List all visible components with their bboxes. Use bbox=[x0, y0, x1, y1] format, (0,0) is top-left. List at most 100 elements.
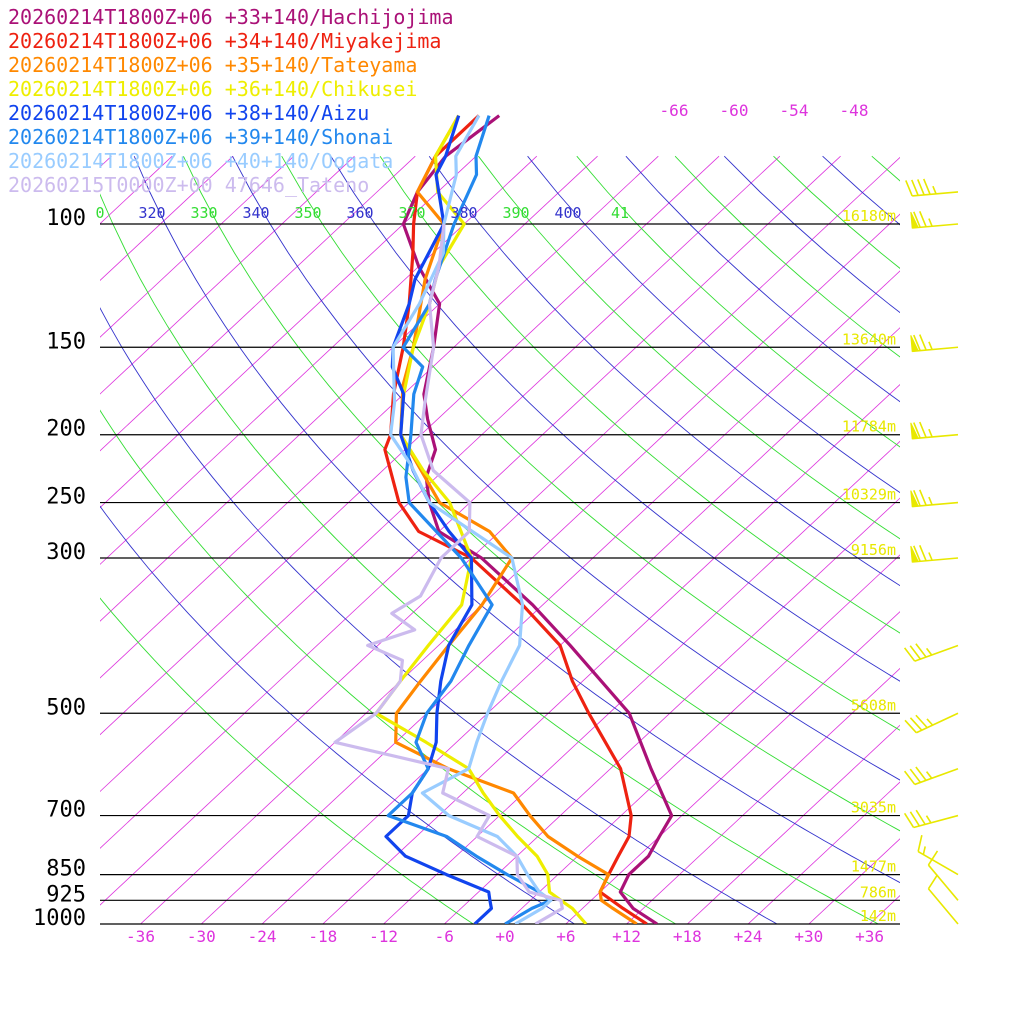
isotherm-line bbox=[100, 155, 416, 452]
wind-barb-flag bbox=[927, 874, 939, 890]
isotherm-line bbox=[100, 156, 900, 906]
wind-barb bbox=[910, 544, 959, 563]
wind-barb-staff bbox=[912, 191, 959, 197]
height-label: 1477m bbox=[851, 858, 896, 876]
wind-barb-flag bbox=[903, 647, 916, 662]
wind-barb-flag bbox=[919, 210, 927, 228]
wind-barb-flag bbox=[927, 850, 939, 866]
top-temp-label: -54 bbox=[780, 101, 809, 120]
dry-adiabat-line bbox=[478, 155, 900, 540]
legend: 20260214T1800Z+06 +33+140/Hachijojima202… bbox=[8, 5, 454, 197]
legend-entry: 20260214T1800Z+06 +39+140/Shonai bbox=[8, 125, 393, 149]
dry-adiabat-line bbox=[576, 155, 900, 448]
x-tick-label: -36 bbox=[126, 927, 155, 946]
isotherm-line bbox=[100, 155, 234, 281]
pressure-label: 850 bbox=[46, 857, 86, 882]
isotherm-line bbox=[100, 155, 720, 736]
profile-lines bbox=[333, 114, 674, 924]
wind-barb-staff bbox=[915, 712, 959, 734]
isotherm-line bbox=[0, 156, 51, 924]
wind-barb-staff bbox=[913, 814, 959, 829]
pressure-label: 150 bbox=[46, 329, 86, 354]
top-temp-label: -48 bbox=[840, 101, 869, 120]
wind-barb-flag bbox=[913, 490, 921, 507]
wind-barb-flag bbox=[909, 717, 923, 731]
x-tick-label: -6 bbox=[435, 927, 454, 946]
background-lines bbox=[0, 155, 900, 924]
wind-barb-flag bbox=[913, 334, 921, 351]
isotherm-line bbox=[140, 213, 900, 924]
dry-adiabat-line bbox=[281, 155, 900, 731]
wind-barb-flag bbox=[905, 180, 913, 197]
isotherm-line bbox=[808, 838, 900, 924]
wind-barb-flag bbox=[903, 770, 916, 785]
theta-label: 400 bbox=[554, 204, 581, 222]
wind-barb-halfflag bbox=[925, 815, 932, 824]
pressure-label: 100 bbox=[46, 206, 86, 231]
wind-barb bbox=[910, 210, 959, 229]
wind-barb bbox=[903, 643, 959, 662]
series-line bbox=[384, 115, 493, 924]
legend-entry: 20260214T1800Z+06 +38+140/Aizu bbox=[8, 101, 369, 125]
pressure-label: 250 bbox=[46, 485, 86, 510]
dry-adiabat-line bbox=[773, 155, 900, 269]
wind-barb-flag bbox=[913, 211, 921, 228]
x-tick-label: -24 bbox=[248, 927, 277, 946]
x-tick-label: -30 bbox=[187, 927, 216, 946]
series-line bbox=[389, 114, 553, 924]
isotherm-line bbox=[383, 440, 900, 924]
isotherm-line bbox=[687, 724, 900, 924]
wind-barb-pennant bbox=[910, 545, 919, 563]
dry-adiabat-line bbox=[330, 155, 900, 682]
x-tick-label: +0 bbox=[495, 927, 514, 946]
wind-barb-flag bbox=[922, 178, 931, 195]
height-label: 786m bbox=[860, 883, 896, 901]
theta-label: 350 bbox=[294, 204, 321, 222]
isotherm-line bbox=[565, 611, 900, 924]
legend-entry: 20260214T1800Z+06 +35+140/Tateyama bbox=[8, 53, 417, 77]
top-temp-label: -66 bbox=[660, 101, 689, 120]
isotherm-line bbox=[626, 667, 900, 924]
wind-barb-halfflag bbox=[928, 218, 933, 227]
dry-adiabat-line bbox=[100, 193, 880, 924]
wind-barb-pennant bbox=[910, 490, 919, 508]
wind-barb-pennant bbox=[910, 422, 919, 440]
wind-barb-halfflag bbox=[922, 846, 926, 855]
legend-entry: 20260214T1800Z+06 +34+140/Miyakejima bbox=[8, 29, 441, 53]
x-tick-label: +36 bbox=[855, 927, 884, 946]
x-tick-label: -12 bbox=[369, 927, 398, 946]
isotherm-line bbox=[747, 781, 900, 924]
legend-entry: 20260215T0000Z+00 47646_Tateno bbox=[8, 173, 369, 197]
isotherm-line bbox=[100, 155, 841, 849]
dry-adiabat-line bbox=[379, 155, 900, 634]
wind-barb-staff bbox=[927, 888, 959, 925]
dry-adiabat-line bbox=[625, 155, 900, 403]
isotherm-line bbox=[100, 155, 295, 338]
wind-barb-flag bbox=[903, 812, 915, 828]
wind-barb-halfflag bbox=[925, 647, 933, 656]
wind-barb bbox=[905, 178, 959, 197]
height-label: 11784m bbox=[842, 418, 896, 436]
isobars bbox=[100, 223, 900, 925]
height-label: 3035m bbox=[851, 799, 896, 817]
series-line bbox=[333, 223, 564, 924]
theta-label: 330 bbox=[190, 204, 217, 222]
legend-entry: 20260214T1800Z+06 +36+140/Chikusei bbox=[8, 77, 417, 101]
wind-barb-flag bbox=[919, 544, 927, 562]
pressure-label: 500 bbox=[46, 695, 86, 720]
isotherm-line bbox=[100, 155, 173, 225]
dry-adiabat-line bbox=[100, 597, 475, 924]
wind-barb-halfflag bbox=[925, 771, 933, 779]
pressure-label: 200 bbox=[46, 417, 86, 442]
isotherm-line bbox=[322, 383, 900, 924]
dry-adiabat-line bbox=[133, 156, 900, 884]
x-tick-label: +24 bbox=[734, 927, 763, 946]
wind-barb-flag bbox=[917, 835, 923, 852]
height-label: 9156m bbox=[851, 541, 896, 559]
x-tick-label: +6 bbox=[556, 927, 575, 946]
wind-barb-halfflag bbox=[928, 428, 933, 438]
isotherm-line bbox=[100, 155, 659, 679]
wind-barb-flag bbox=[917, 179, 925, 196]
wind-barb-flag bbox=[915, 714, 928, 729]
wind-barb-flag bbox=[909, 811, 921, 827]
